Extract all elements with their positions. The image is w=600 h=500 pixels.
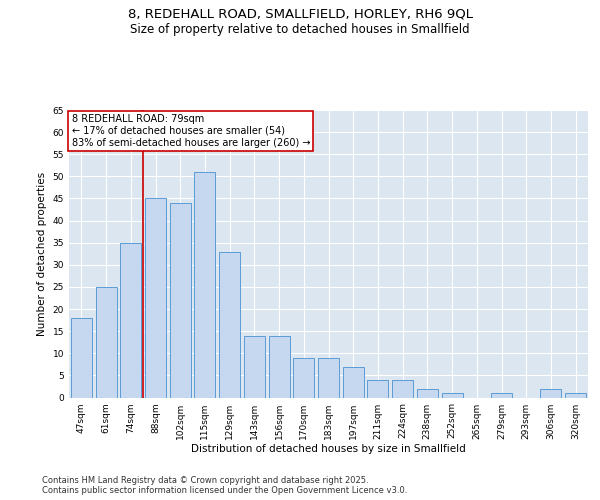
Bar — [392, 380, 413, 398]
Bar — [343, 366, 364, 398]
Text: Contains HM Land Registry data © Crown copyright and database right 2025.
Contai: Contains HM Land Registry data © Crown c… — [42, 476, 407, 495]
Bar — [71, 318, 92, 398]
Bar — [565, 393, 586, 398]
Bar — [367, 380, 388, 398]
Bar — [120, 242, 141, 398]
Bar — [145, 198, 166, 398]
Bar — [219, 252, 240, 398]
Bar — [318, 358, 339, 398]
Text: 8 REDEHALL ROAD: 79sqm
← 17% of detached houses are smaller (54)
83% of semi-det: 8 REDEHALL ROAD: 79sqm ← 17% of detached… — [71, 114, 310, 148]
Bar — [95, 287, 116, 398]
Bar — [194, 172, 215, 398]
X-axis label: Distribution of detached houses by size in Smallfield: Distribution of detached houses by size … — [191, 444, 466, 454]
Bar — [442, 393, 463, 398]
Text: Size of property relative to detached houses in Smallfield: Size of property relative to detached ho… — [130, 22, 470, 36]
Bar — [491, 393, 512, 398]
Text: 8, REDEHALL ROAD, SMALLFIELD, HORLEY, RH6 9QL: 8, REDEHALL ROAD, SMALLFIELD, HORLEY, RH… — [128, 8, 473, 20]
Bar — [269, 336, 290, 398]
Bar — [417, 388, 438, 398]
Bar — [170, 203, 191, 398]
Y-axis label: Number of detached properties: Number of detached properties — [37, 172, 47, 336]
Bar — [293, 358, 314, 398]
Bar — [244, 336, 265, 398]
Bar — [541, 388, 562, 398]
